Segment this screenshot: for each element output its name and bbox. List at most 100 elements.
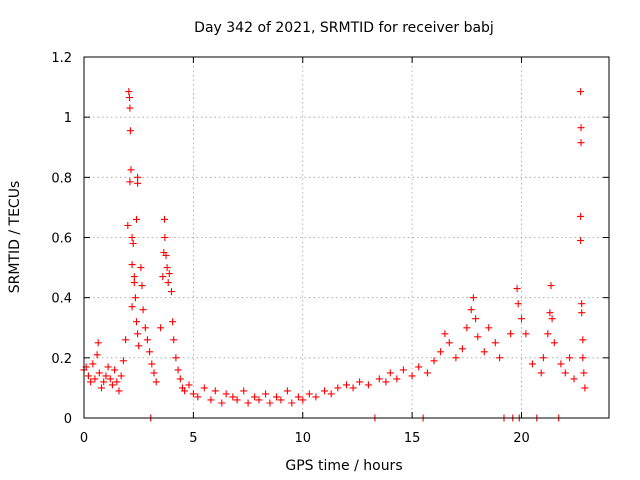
data-point: [164, 279, 172, 287]
x-axis-label: GPS time / hours: [285, 458, 402, 474]
data-point: [162, 252, 170, 259]
y-tick-label: 0.4: [51, 292, 72, 307]
data-point: [115, 387, 123, 395]
data-point: [255, 396, 263, 404]
data-point: [305, 390, 313, 398]
data-point: [546, 309, 554, 317]
data-point: [126, 94, 133, 102]
data-point: [126, 127, 134, 135]
data-point: [266, 399, 274, 407]
data-point: [93, 351, 101, 359]
data-point: [386, 369, 394, 377]
data-point: [111, 366, 119, 374]
x-tick-label: 15: [404, 431, 421, 446]
data-point: [165, 270, 173, 278]
data-point: [127, 166, 135, 174]
data-point: [168, 288, 175, 296]
data-point: [113, 378, 121, 386]
data-point: [578, 300, 586, 308]
data-point: [577, 237, 585, 244]
data-point: [262, 390, 270, 398]
axis-ticks: 0 0.2 0.4 0.6 0.8 1 1.2 0 5 10 15 20: [51, 51, 609, 446]
data-point: [161, 234, 169, 241]
data-point: [294, 393, 302, 401]
x-tick-label: 10: [294, 431, 311, 446]
y-tick-label: 0: [64, 412, 72, 427]
data-point: [579, 336, 587, 344]
data-point: [148, 360, 156, 368]
data-point: [122, 336, 130, 344]
data-point: [141, 324, 149, 332]
data-point: [437, 348, 445, 356]
chart-title: Day 342 of 2021, SRMTID for receiver bab…: [194, 20, 494, 36]
data-point: [139, 306, 147, 314]
data-point: [94, 339, 102, 347]
data-point: [172, 354, 180, 362]
data-point: [485, 324, 493, 332]
data-point: [463, 324, 471, 332]
data-point: [491, 339, 499, 347]
data-point: [95, 369, 103, 377]
data-point: [218, 399, 226, 407]
data-point: [84, 372, 92, 380]
data-point: [507, 330, 515, 338]
data-point: [133, 318, 140, 326]
data-point: [577, 88, 585, 96]
data-point: [356, 378, 364, 386]
data-point: [211, 387, 219, 395]
data-point: [169, 318, 177, 326]
data-point: [91, 375, 99, 383]
data-point: [522, 330, 530, 338]
data-point: [128, 234, 136, 241]
data-point: [561, 369, 569, 377]
data-point: [544, 330, 552, 338]
data-point: [185, 381, 193, 389]
x-tick-label: 20: [513, 431, 530, 446]
data-point: [134, 179, 142, 187]
y-tick-label: 1: [64, 111, 72, 126]
data-point: [548, 315, 556, 323]
data-point: [129, 240, 137, 247]
data-point: [518, 315, 525, 323]
data-point: [480, 348, 488, 356]
data-point: [288, 399, 296, 407]
data-point: [472, 315, 480, 323]
data-point: [312, 393, 320, 401]
y-tick-label: 1.2: [51, 51, 72, 66]
data-point: [176, 375, 184, 383]
data-point: [128, 303, 136, 311]
data-point: [283, 387, 291, 395]
data-point: [581, 384, 589, 392]
data-point: [474, 333, 482, 341]
data-point: [423, 369, 431, 377]
data-point: [277, 396, 285, 404]
data-point: [514, 300, 522, 308]
data-point: [273, 393, 280, 401]
grid-lines: [84, 57, 609, 418]
data-point: [124, 222, 132, 229]
data-point: [128, 261, 136, 269]
data-point: [134, 330, 142, 338]
data-point: [157, 324, 165, 332]
data-point: [539, 354, 547, 362]
data-point: [133, 215, 140, 223]
data-point: [117, 372, 125, 380]
data-point: [577, 124, 585, 132]
data-point: [496, 354, 504, 362]
data-point: [100, 378, 108, 386]
data-point: [87, 378, 95, 386]
data-points: [80, 88, 589, 422]
data-point: [170, 336, 178, 344]
data-point: [579, 354, 587, 362]
data-point: [102, 372, 110, 380]
data-point: [557, 360, 565, 368]
data-point: [126, 178, 134, 186]
data-point: [430, 357, 438, 365]
data-point: [104, 363, 112, 371]
data-point: [233, 396, 241, 404]
data-point: [393, 375, 401, 383]
data-point: [229, 393, 237, 401]
data-point: [194, 393, 202, 401]
data-point: [244, 399, 252, 407]
